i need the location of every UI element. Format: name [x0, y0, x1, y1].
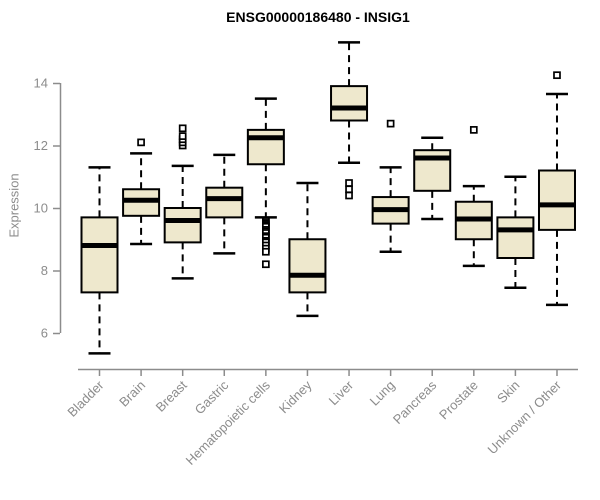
box-rect — [246, 128, 285, 166]
outlier-point — [345, 191, 353, 200]
x-category-label-brain: Brain — [116, 378, 148, 410]
box-rect — [163, 207, 202, 244]
x-category-label-prostate: Prostate — [436, 378, 481, 423]
box-rect — [288, 238, 327, 294]
box-group-bladder — [80, 166, 119, 355]
box-rect — [80, 216, 119, 294]
chart-title: ENSG00000186480 - INSIG1 — [226, 9, 410, 25]
box-group-hematopoietic-cells — [246, 97, 285, 269]
box-group-pancreas — [413, 136, 452, 221]
box-group-lung — [371, 119, 410, 253]
x-category-label-lung: Lung — [367, 378, 398, 409]
box-rect — [205, 186, 244, 219]
box-group-brain — [122, 138, 161, 246]
x-category-label-gastric: Gastric — [192, 377, 232, 417]
y-tick-label: 8 — [41, 263, 48, 278]
outlier-point — [553, 71, 561, 80]
outlier-point — [178, 124, 187, 133]
box-group-kidney — [288, 181, 327, 318]
x-category-label-breast: Breast — [153, 377, 190, 414]
outlier-point — [178, 132, 187, 140]
x-category-label-bladder: Bladder — [64, 377, 107, 420]
y-tick-label: 6 — [41, 326, 48, 341]
x-category-label-skin: Skin — [494, 378, 522, 406]
box-group-gastric — [205, 153, 244, 255]
box-group-prostate — [454, 126, 493, 268]
y-tick-label: 10 — [34, 201, 48, 216]
box-group-liver — [330, 41, 369, 200]
outlier-point — [345, 179, 353, 187]
outlier-point — [386, 119, 395, 128]
outlier-point — [262, 247, 270, 256]
outlier-point — [262, 260, 270, 269]
box-group-unknown-other — [537, 71, 576, 307]
outlier-point — [469, 126, 478, 134]
box-group-skin — [496, 175, 535, 289]
x-category-label-kidney: Kidney — [276, 377, 315, 416]
x-category-label-pancreas: Pancreas — [390, 377, 440, 427]
y-tick-label: 12 — [34, 138, 48, 153]
box-group-breast — [163, 124, 202, 280]
x-category-label-liver: Liver — [326, 377, 357, 408]
box-rect — [496, 216, 535, 259]
x-category-label-unknown-other: Unknown / Other — [485, 377, 565, 457]
y-tick-label: 14 — [34, 76, 48, 91]
box-rect — [537, 169, 576, 231]
box-rect — [330, 85, 369, 122]
outlier-point — [345, 185, 353, 194]
outlier-point — [137, 138, 145, 147]
